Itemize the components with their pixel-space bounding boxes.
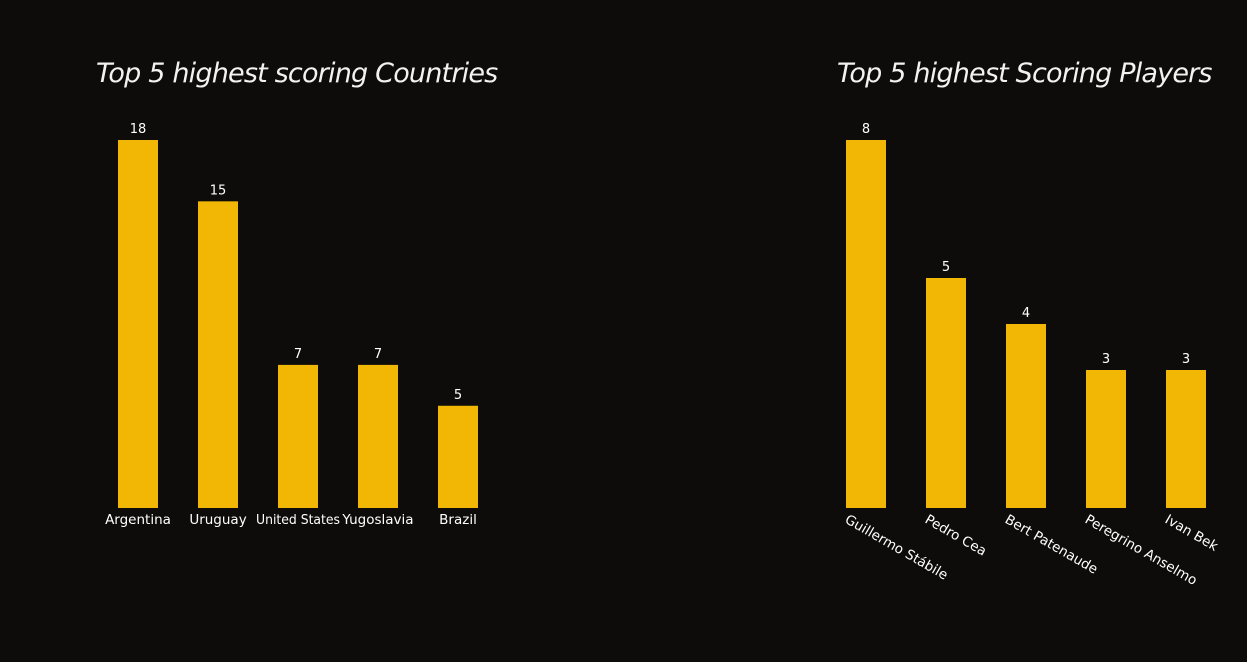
x-tick-label: Uruguay xyxy=(189,512,246,528)
data-label: 7 xyxy=(374,347,382,362)
bar xyxy=(358,364,398,508)
x-tick-label: Ivan Bek xyxy=(1162,512,1221,555)
countries-chart: Top 5 highest scoring Countries 18 Argent… xyxy=(0,0,620,662)
chart-title: Top 5 highest scoring Countries xyxy=(96,58,498,89)
data-label: 15 xyxy=(210,183,227,198)
data-label: 7 xyxy=(294,347,302,362)
bar xyxy=(846,140,886,508)
data-label: 3 xyxy=(1182,352,1190,367)
x-tick-label: Yugoslavia xyxy=(341,512,413,528)
bar xyxy=(438,405,478,508)
x-tick-label: United States xyxy=(256,512,340,528)
bar xyxy=(118,140,158,508)
players-chart: Top 5 highest Scoring Players 8 Guillermo… xyxy=(620,0,1247,662)
bar xyxy=(278,364,318,508)
bar xyxy=(926,278,966,508)
data-label: 8 xyxy=(862,122,870,137)
bar xyxy=(1006,324,1046,508)
bar xyxy=(1086,370,1126,508)
countries-chart-plot: 18 Argentina 15 Uruguay 7 United States 7 Yugos… xyxy=(105,122,478,528)
bar xyxy=(198,201,238,509)
x-tick-label: Argentina xyxy=(105,512,171,528)
bar xyxy=(1166,370,1206,508)
x-tick-label: Brazil xyxy=(439,512,477,528)
data-label: 4 xyxy=(1022,306,1030,321)
chart-title: Top 5 highest Scoring Players xyxy=(837,58,1213,89)
x-tick-label: Pedro Cea xyxy=(922,512,989,560)
data-label: 5 xyxy=(942,260,950,275)
data-label: 5 xyxy=(454,388,462,403)
data-label: 3 xyxy=(1102,352,1110,367)
data-label: 18 xyxy=(130,122,147,137)
